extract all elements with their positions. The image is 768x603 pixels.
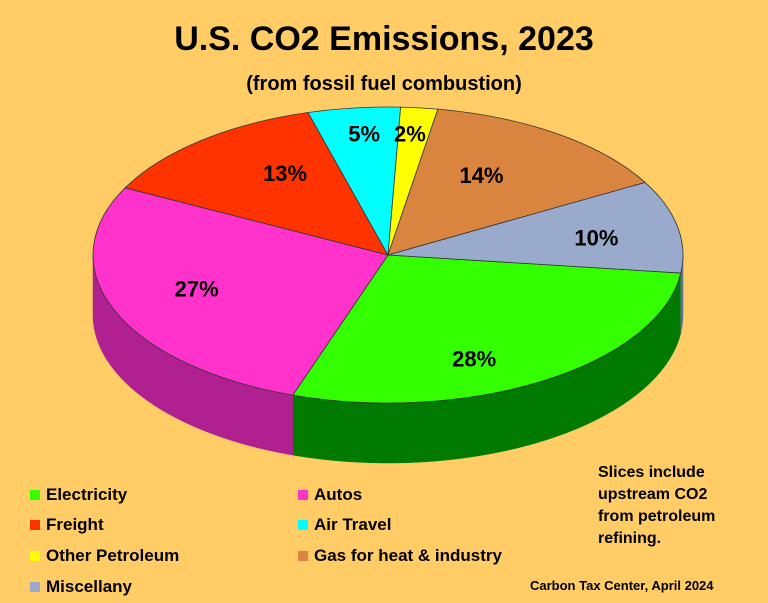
source-credit: Carbon Tax Center, April 2024 — [530, 578, 714, 593]
pie-label-gas-for-heat-industry: 14% — [459, 163, 503, 188]
legend-item-miscellany: Miscellany — [30, 577, 132, 597]
legend-label: Autos — [314, 485, 363, 504]
legend-swatch — [30, 582, 40, 592]
chart-subtitle: (from fossil fuel combustion) — [246, 73, 522, 95]
legend-label: Freight — [46, 515, 104, 534]
pie-label-electricity: 28% — [452, 346, 496, 371]
legend-item-gas-for-heat-industry: Gas for heat & industry — [298, 546, 502, 566]
pie-slice-miscellany — [387, 181, 684, 274]
chart-title: U.S. CO2 Emissions, 2023 — [174, 20, 594, 58]
pie-slice-autos — [92, 187, 389, 396]
pie-label-autos: 27% — [175, 277, 219, 302]
pie-label-freight: 13% — [263, 161, 307, 186]
legend-label: Other Petroleum — [46, 546, 180, 565]
legend-swatch — [30, 551, 40, 561]
legend-swatch — [298, 551, 308, 561]
legend-swatch — [30, 490, 40, 500]
legend-item-autos: Autos — [298, 485, 362, 505]
pie-label-miscellany: 10% — [574, 226, 618, 251]
legend-item-freight: Freight — [30, 515, 104, 535]
legend-item-other-petroleum: Other Petroleum — [30, 546, 179, 566]
legend-item-air-travel: Air Travel — [298, 515, 392, 535]
legend-item-electricity: Electricity — [30, 485, 127, 505]
legend-label: Miscellany — [46, 577, 132, 596]
legend-label: Gas for heat & industry — [314, 546, 502, 565]
pie-top — [92, 106, 684, 404]
legend-swatch — [298, 520, 308, 530]
slices-note: Slices include upstream CO2 from petrole… — [598, 464, 716, 547]
pie-slice-freight — [124, 112, 389, 256]
pie-label-air-travel: 5% — [348, 122, 380, 147]
legend-swatch — [30, 520, 40, 530]
legend-label: Electricity — [46, 485, 128, 504]
legend-label: Air Travel — [314, 515, 392, 534]
pie-slice-gas-for-heat-industry — [387, 108, 646, 256]
pie-slice-electricity — [292, 254, 682, 404]
pie-label-other-petroleum: 2% — [394, 122, 426, 147]
legend-swatch — [298, 490, 308, 500]
